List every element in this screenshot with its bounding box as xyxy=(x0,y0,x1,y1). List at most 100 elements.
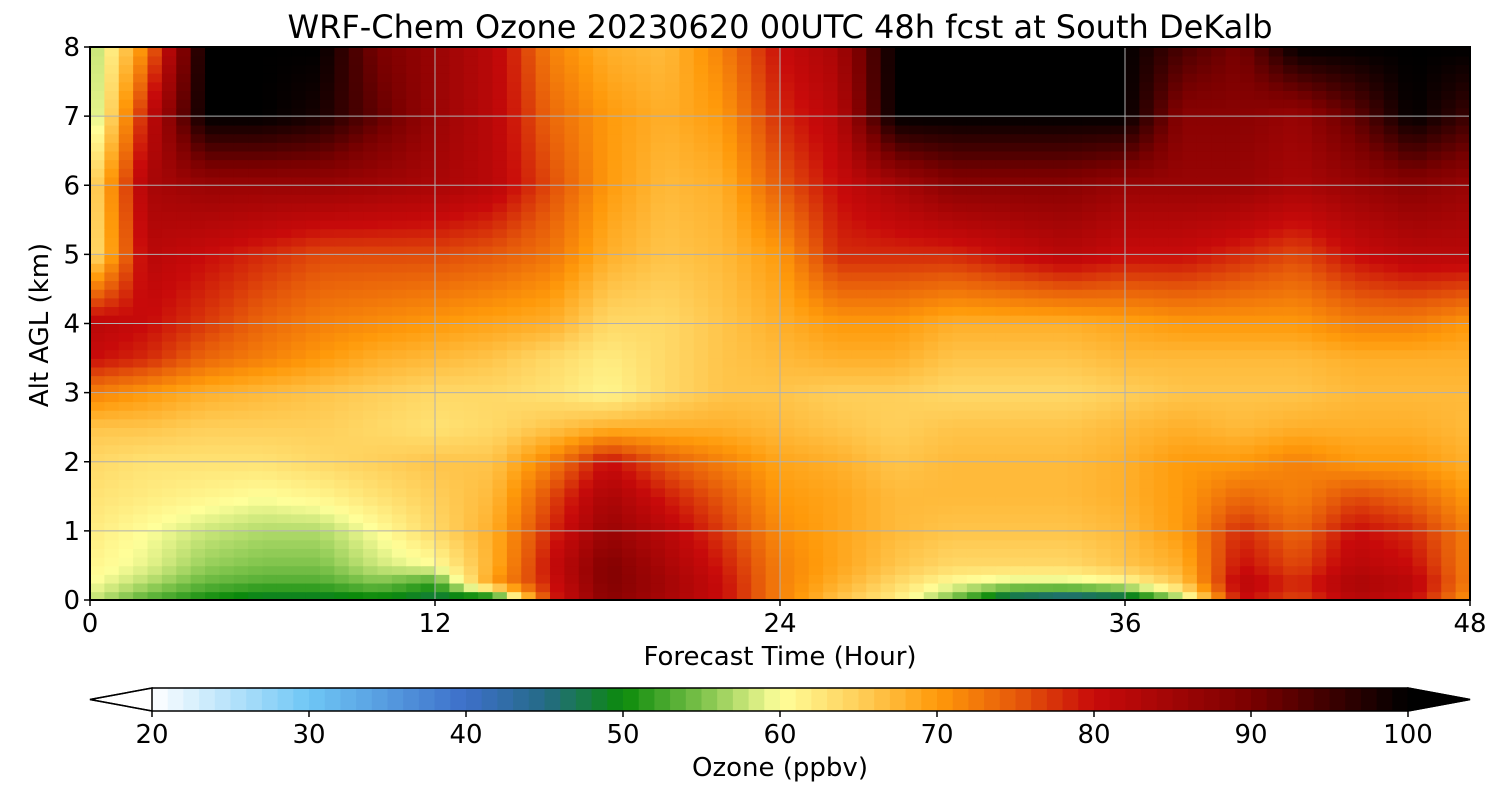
heatmap-cell xyxy=(463,522,479,532)
heatmap-cell xyxy=(118,565,134,575)
heatmap-cell xyxy=(1196,479,1213,489)
heatmap-cell xyxy=(995,358,1011,368)
heatmap-cell xyxy=(190,245,206,256)
heatmap-cell xyxy=(320,591,336,600)
heatmap-cell xyxy=(435,461,451,472)
heatmap-cell xyxy=(320,211,336,221)
heatmap-cell xyxy=(1412,539,1428,549)
heatmap-cell xyxy=(607,539,623,549)
heatmap-cell xyxy=(1398,530,1414,541)
heatmap-cell xyxy=(1311,530,1328,541)
heatmap-cell xyxy=(449,461,465,472)
heatmap-cell xyxy=(995,185,1011,195)
heatmap-cell xyxy=(708,340,724,351)
heatmap-cell xyxy=(1225,453,1241,463)
heatmap-cell xyxy=(1311,332,1328,342)
heatmap-cell xyxy=(1383,383,1399,394)
heatmap-cell xyxy=(679,219,695,230)
heatmap-cell xyxy=(1441,254,1457,264)
heatmap-cell xyxy=(1383,202,1399,212)
heatmap-cell xyxy=(90,306,106,316)
heatmap-cell xyxy=(248,582,264,593)
heatmap-cell xyxy=(621,288,638,299)
heatmap-cell xyxy=(1455,254,1470,264)
heatmap-cell xyxy=(1254,409,1270,420)
heatmap-cell xyxy=(463,453,479,463)
heatmap-cell xyxy=(276,219,293,230)
heatmap-cell xyxy=(90,150,106,161)
heatmap-cell xyxy=(463,263,479,273)
heatmap-cell xyxy=(794,297,810,308)
heatmap-cell xyxy=(506,487,523,498)
heatmap-cell xyxy=(636,288,652,299)
heatmap-cell xyxy=(1297,574,1313,584)
heatmap-cell xyxy=(1455,479,1470,489)
heatmap-cell xyxy=(506,427,523,437)
heatmap-cell xyxy=(866,479,882,489)
heatmap-cell xyxy=(161,358,178,368)
heatmap-cell xyxy=(1355,444,1371,454)
heatmap-cell xyxy=(492,479,508,489)
heatmap-cell xyxy=(923,487,939,498)
heatmap-cell xyxy=(895,306,911,316)
heatmap-cell xyxy=(1455,297,1470,308)
heatmap-cell xyxy=(1426,530,1443,541)
heatmap-cell xyxy=(1369,453,1385,463)
heatmap-cell xyxy=(449,504,465,515)
heatmap-cell xyxy=(837,150,853,161)
heatmap-cell xyxy=(262,185,278,195)
heatmap-cell xyxy=(348,237,364,247)
heatmap-cell xyxy=(1455,332,1470,342)
heatmap-cell xyxy=(276,487,293,498)
heatmap-cell xyxy=(463,193,479,204)
heatmap-cell xyxy=(305,323,321,333)
heatmap-cell xyxy=(851,504,868,515)
heatmap-cell xyxy=(506,444,523,454)
heatmap-cell xyxy=(794,159,810,169)
heatmap-cell xyxy=(1268,193,1284,204)
heatmap-cell xyxy=(248,263,264,273)
heatmap-cell xyxy=(435,167,451,178)
heatmap-cell xyxy=(205,504,221,515)
heatmap-cell xyxy=(1355,565,1371,575)
heatmap-cell xyxy=(118,487,134,498)
heatmap-cell xyxy=(248,504,264,515)
heatmap-cell xyxy=(449,280,465,290)
heatmap-cell xyxy=(593,461,609,472)
heatmap-cell xyxy=(780,271,796,282)
heatmap-cell xyxy=(435,556,451,567)
heatmap-cell xyxy=(521,245,537,256)
heatmap-cell xyxy=(708,383,724,394)
heatmap-cell xyxy=(1225,245,1241,256)
heatmap-cell xyxy=(262,193,278,204)
heatmap-cell xyxy=(1038,574,1054,584)
heatmap-cell xyxy=(578,193,594,204)
heatmap-cell xyxy=(550,358,566,368)
heatmap-cell xyxy=(1383,263,1399,273)
heatmap-cell xyxy=(837,461,853,472)
heatmap-cell xyxy=(334,211,350,221)
heatmap-cell xyxy=(837,271,853,282)
heatmap-cell xyxy=(550,539,566,549)
heatmap-cell xyxy=(276,185,293,195)
heatmap-cell xyxy=(866,366,882,377)
heatmap-cell xyxy=(118,548,134,558)
heatmap-cell xyxy=(1010,453,1026,463)
heatmap-cell xyxy=(708,470,724,480)
heatmap-cell xyxy=(866,288,882,299)
heatmap-cell xyxy=(133,496,149,506)
heatmap-cell xyxy=(377,340,393,351)
heatmap-cell xyxy=(880,487,896,498)
heatmap-cell xyxy=(1383,401,1399,411)
heatmap-cell xyxy=(693,470,709,480)
heatmap-cell xyxy=(190,340,206,351)
heatmap-cell xyxy=(1355,332,1371,342)
heatmap-cell xyxy=(880,263,896,273)
heatmap-cell xyxy=(995,306,1011,316)
heatmap-cell xyxy=(1196,159,1213,169)
heatmap-cell xyxy=(463,288,479,299)
heatmap-cell xyxy=(1225,565,1241,575)
heatmap-cell xyxy=(823,245,839,256)
heatmap-cell xyxy=(1311,548,1328,558)
heatmap-cell xyxy=(823,150,839,161)
